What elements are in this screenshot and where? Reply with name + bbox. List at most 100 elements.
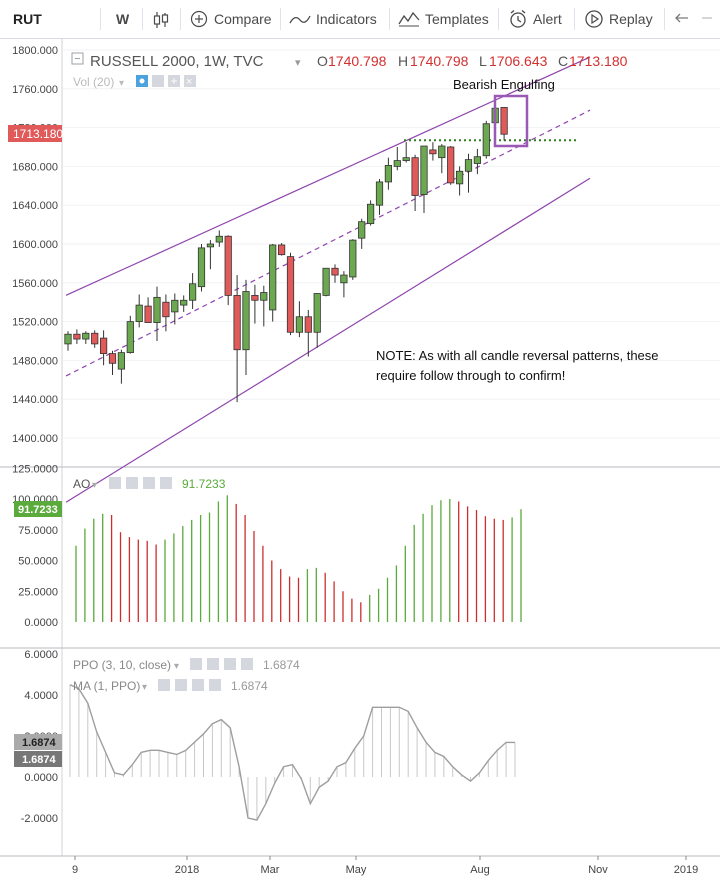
add-icon[interactable] [143,477,155,489]
price-tick-label: 1480.000 [12,355,58,367]
channel-upper-line [65,56,591,296]
candle [260,285,268,327]
candle-body [188,283,197,301]
candle [224,235,232,306]
settings-icon[interactable] [152,75,164,87]
note-line-1[interactable]: NOTE: As with all candle reversal patter… [376,348,659,363]
candle-body [224,235,232,296]
settings-icon[interactable] [126,477,138,489]
ppo-menu-icon[interactable]: ▾ [174,661,179,672]
candle [73,329,81,344]
replay-button[interactable]: Replay [584,0,653,38]
alert-label: Alert [533,11,562,27]
symbol-search[interactable]: RUT [13,11,42,27]
settings-icon[interactable] [175,679,187,691]
candle [331,264,339,283]
pattern-highlight-box[interactable] [493,94,529,148]
ppo-legend: PPO (3, 10, close) ▾ 1.6874 MA (1, PPO) … [14,658,300,767]
channel-lower-line [65,177,591,503]
candle [126,315,134,354]
candle [197,244,206,292]
candle [322,267,330,297]
candle-body [438,145,446,159]
candle [464,153,473,193]
candle-body [233,295,241,351]
candle-body [420,145,428,195]
candle [286,252,295,336]
candle [402,142,410,163]
candle-body [206,243,214,248]
candle-body [144,305,152,323]
eye-pupil-icon [139,78,145,84]
templates-label: Templates [425,11,489,27]
ao-menu-icon[interactable]: ▾ [92,480,97,491]
add-icon-glyph: + [171,74,178,88]
price-tick-label: 1800.000 [12,45,58,57]
candle [64,331,72,351]
ao-label: AO [73,477,90,491]
candle-body [251,295,259,301]
candle-body [402,157,410,161]
candle-body [349,239,357,278]
redo-button[interactable] [700,0,714,38]
price-tick-label: 1680.000 [12,161,58,173]
toolbar-divider [180,8,181,30]
eye-icon[interactable] [109,477,121,489]
price-tick-label: 1640.000 [12,200,58,212]
candle [455,166,464,196]
add-icon[interactable] [224,658,236,670]
candle [108,350,117,375]
eye-icon[interactable] [158,679,170,691]
candle [135,294,143,328]
alarm-clock-icon [510,10,526,28]
toolbar-divider [574,8,575,30]
candle-body [260,292,268,301]
alert-button[interactable]: Alert [508,0,562,38]
pattern-label[interactable]: Bearish Engulfing [453,77,555,92]
candle-body [82,332,90,340]
candle [411,154,419,212]
candle [500,107,508,141]
templates-icon [398,11,420,27]
candle-body [295,316,304,333]
remove-icon[interactable] [184,75,196,87]
ao-tick-label: 0.0000 [24,617,58,629]
undo-button[interactable] [674,0,690,38]
candle [82,331,90,344]
templates-button[interactable]: Templates [398,0,489,38]
candle-body [500,107,508,135]
ma-menu-icon[interactable]: ▾ [142,682,147,693]
indicators-button[interactable]: Indicators [289,0,377,38]
ppo-line [69,684,515,821]
compare-button[interactable]: Compare [190,0,272,38]
add-icon[interactable] [192,679,204,691]
eye-icon[interactable] [190,658,202,670]
interval-button[interactable]: W [116,11,130,27]
indicators-label: Indicators [316,11,377,27]
low-label: L [479,53,487,69]
ao-tag-bg [14,501,62,517]
note-line-2[interactable]: require follow through to confirm! [376,368,565,383]
candle [100,330,108,366]
main-legend: RUSSELL 2000, 1W, TVC ▾ O 1740.798 H 174… [71,52,628,89]
candle [420,145,428,213]
volume-menu-icon[interactable]: ▾ [119,78,124,89]
remove-icon[interactable] [160,477,172,489]
ppo-label: PPO (3, 10, close) [73,658,171,672]
candle-body [393,160,401,167]
settings-icon[interactable] [207,658,219,670]
replay-label: Replay [609,11,653,27]
ao-axis: 125.0000100.000075.000050.000025.00000.0… [12,463,58,629]
add-icon[interactable] [168,75,180,87]
main-price-axis: 1800.0001760.0001720.0001680.0001640.000… [12,45,720,445]
indicators-icon [289,15,311,24]
legend-menu-icon[interactable]: ▾ [295,57,301,69]
candle [295,301,304,338]
candle-body [269,244,277,311]
ao-legend: AO ▾ 91.7233 91.7233 [14,477,226,517]
remove-icon[interactable] [209,679,221,691]
chart-style-button[interactable] [152,0,170,38]
remove-icon[interactable] [241,658,253,670]
plus-circle-icon [190,10,208,28]
